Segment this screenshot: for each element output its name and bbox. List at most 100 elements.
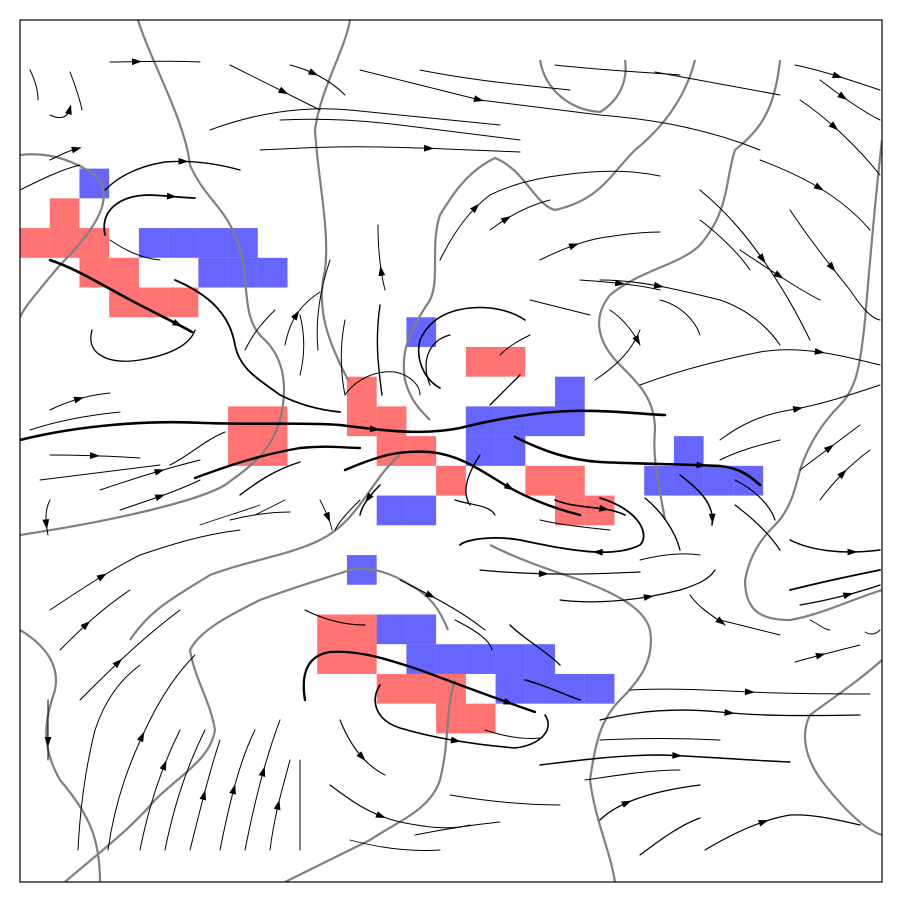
streamline	[239, 461, 301, 496]
streamline	[399, 579, 486, 631]
streamline-arrow-icon	[473, 95, 484, 102]
streamline	[20, 164, 81, 191]
streamline	[425, 334, 451, 386]
streamline	[599, 784, 701, 821]
cell-blue	[198, 257, 229, 288]
streamline-arrow-icon	[71, 146, 82, 154]
streamline	[799, 99, 881, 176]
cell-blue	[228, 228, 258, 258]
streamline	[489, 374, 521, 406]
cell-blue	[376, 614, 407, 645]
streamline-arrow-icon	[842, 592, 854, 600]
streamline	[29, 411, 121, 431]
streamline-arrow-icon	[621, 800, 632, 808]
streamline	[45, 499, 51, 536]
streamline	[107, 654, 196, 851]
streamline	[639, 553, 701, 561]
streamline-arrow-icon	[65, 104, 72, 115]
cell-blue	[376, 495, 407, 526]
streamline-arrow-icon	[44, 737, 52, 747]
streamline	[449, 794, 561, 806]
cell-red	[376, 436, 407, 466]
streamline-arrow-icon	[814, 348, 825, 355]
cell-red	[346, 376, 377, 407]
streamline-arrow-icon	[153, 469, 165, 476]
cell-red	[79, 257, 110, 288]
streamline	[484, 729, 541, 739]
streamline	[193, 445, 362, 480]
streamline	[304, 609, 366, 626]
streamline	[90, 329, 196, 362]
streamline-arrow-icon	[503, 482, 515, 491]
streamline	[377, 224, 386, 291]
streamline	[244, 309, 276, 351]
cell-red	[406, 673, 437, 704]
cell-blue	[465, 644, 496, 674]
cell-blue	[138, 228, 169, 258]
contour-lines	[20, 20, 882, 882]
streamline	[77, 664, 141, 851]
streamline-arrow-icon	[724, 709, 735, 716]
cell-red	[465, 703, 496, 734]
cell-red	[49, 228, 80, 258]
cell-red	[436, 703, 466, 734]
streamline-arrow-icon	[450, 736, 461, 744]
streamline	[349, 839, 441, 851]
streamline-arrow-icon	[42, 519, 50, 530]
streamline-arrow-icon	[813, 182, 824, 191]
streamline-arrow-icon	[229, 784, 236, 795]
streamline-arrow-icon	[672, 751, 683, 759]
streamline-arrow-icon	[278, 86, 289, 95]
streamline	[524, 679, 581, 701]
streamline	[479, 569, 641, 575]
streamline-arrow-icon	[307, 68, 319, 76]
streamline-arrow-icon	[632, 334, 641, 346]
cell-blue	[555, 376, 585, 407]
streamline-arrow-icon	[171, 319, 183, 327]
streamline-arrow-icon	[757, 820, 769, 827]
streamline	[539, 519, 611, 531]
cell-red	[228, 406, 258, 437]
streamline	[599, 709, 861, 721]
streamline	[219, 729, 256, 851]
streamline	[376, 304, 383, 396]
streamline	[439, 170, 661, 261]
contour-line	[20, 153, 105, 319]
cell-blue	[673, 436, 704, 466]
streamline-arrow-icon	[356, 751, 366, 761]
streamline-arrow-icon	[166, 192, 177, 200]
streamline-arrow-icon	[643, 594, 654, 601]
streamline	[109, 239, 161, 261]
cell-red	[346, 614, 377, 645]
streamline	[103, 194, 196, 236]
streamline	[329, 784, 471, 829]
streamlines	[20, 58, 881, 856]
streamline	[418, 306, 526, 389]
streamline	[269, 759, 291, 851]
streamline	[539, 754, 791, 766]
streamline-arrow-icon	[159, 760, 167, 771]
cell-blue	[406, 614, 437, 645]
streamline-arrow-icon	[598, 504, 610, 512]
streamline	[819, 79, 881, 121]
streamline-arrow-icon	[696, 461, 707, 469]
streamline	[659, 299, 701, 336]
streamline	[719, 384, 881, 441]
streamline	[639, 349, 881, 386]
streamline	[302, 650, 537, 714]
streamline-arrow-icon	[273, 799, 281, 811]
streamline	[414, 821, 501, 836]
streamline-arrow-icon	[614, 279, 626, 287]
streamline	[69, 71, 83, 111]
cell-red	[317, 644, 347, 674]
cell-red	[168, 287, 199, 318]
streamline-arrow-icon	[199, 789, 207, 801]
streamline	[334, 499, 361, 531]
streamline	[289, 64, 346, 96]
streamline-arrow-icon	[73, 396, 85, 404]
streamline-arrow-icon	[378, 265, 386, 277]
streamline	[209, 108, 501, 131]
streamline	[559, 569, 716, 603]
streamline-arrow-icon	[744, 688, 755, 696]
